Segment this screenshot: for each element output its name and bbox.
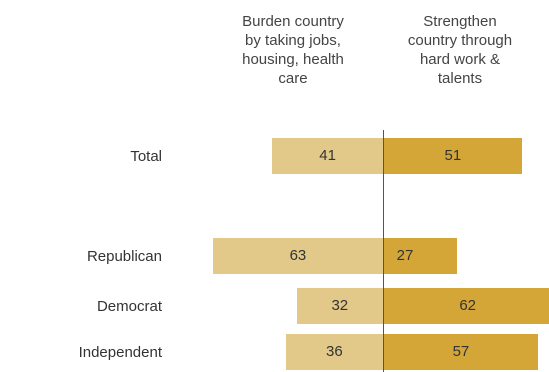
strengthen-bar-total: [384, 138, 522, 174]
left-header-line: Burden country: [242, 13, 344, 30]
category-label-republican: Republican: [86, 248, 162, 265]
left-header-line: housing, health: [242, 51, 344, 68]
burden-bar-republican: [212, 238, 383, 274]
category-label-total: Total: [130, 148, 162, 165]
left-column-header: Burden country by taking jobs, housing, …: [208, 12, 378, 88]
left-header-line: by taking jobs,: [245, 32, 341, 49]
strengthen-value-total: 51: [444, 147, 462, 164]
strengthen-bar-independent: [384, 334, 538, 370]
strengthen-value-republican: 27: [396, 247, 414, 264]
category-label-democrat: Democrat: [96, 298, 162, 315]
center-axis-line: [383, 130, 384, 372]
burden-value-republican: 63: [289, 247, 307, 264]
strengthen-value-independent: 57: [452, 343, 470, 360]
burden-value-total: 41: [319, 147, 336, 164]
burden-bar-total: [272, 138, 383, 174]
burden-bar-democrat: [296, 288, 383, 324]
burden-bar-independent: [285, 334, 383, 370]
strengthen-bar-republican: [384, 238, 457, 274]
right-header-line: Strengthen: [423, 13, 497, 30]
burden-value-democrat: 32: [331, 297, 349, 314]
right-header-line: hard work &: [419, 51, 501, 68]
strengthen-value-democrat: 62: [459, 297, 477, 314]
right-header-line: country through: [407, 32, 513, 49]
category-label-independent: Independent: [78, 344, 162, 361]
strengthen-bar-democrat: [384, 288, 549, 324]
burden-value-independent: 36: [326, 343, 343, 360]
left-header-line: care: [278, 70, 308, 87]
right-header-line: talents: [437, 70, 483, 87]
right-column-header: Strengthen country through hard work & t…: [380, 12, 540, 88]
